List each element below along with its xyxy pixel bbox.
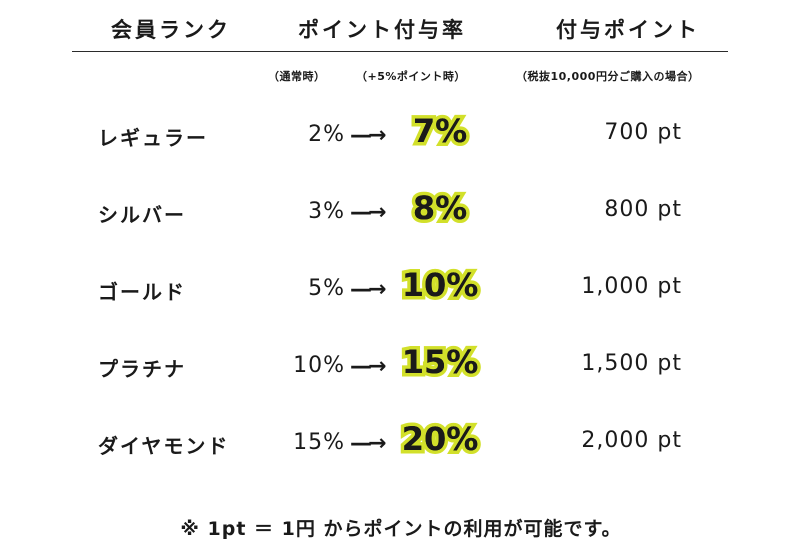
rank-row: レギュラー 2% —→ 7% 7% 700 pt	[0, 109, 802, 158]
footnote: ※ 1pt ＝ 1円 からポイントの利用が可能です。	[180, 518, 622, 540]
header-divider	[72, 51, 728, 52]
awarded-points: 1,500 pt	[581, 351, 682, 376]
boost-rate: 10%	[401, 266, 479, 304]
rank-name: シルバー	[98, 203, 186, 227]
base-rate: 10%	[293, 353, 345, 378]
boost-rate-highlight: 15%	[398, 340, 482, 385]
arrow-right-icon: —→	[350, 354, 386, 379]
arrow-right-icon: —→	[350, 200, 386, 225]
base-rate: 3%	[308, 199, 345, 224]
arrow-right-icon: —→	[350, 123, 386, 148]
rank-row: ゴールド 5% —→ 10% 10% 1,000 pt	[0, 263, 802, 312]
rank-row: プラチナ 10% —→ 15% 15% 1,500 pt	[0, 340, 802, 389]
awarded-points: 800 pt	[604, 197, 682, 222]
arrow-right-icon: —→	[350, 431, 386, 456]
arrow-right-icon: —→	[350, 277, 386, 302]
boost-rate: 20%	[401, 420, 479, 458]
rank-name: プラチナ	[98, 357, 186, 381]
boost-rate-highlight: 8%	[409, 186, 470, 231]
boost-rate: 8%	[412, 189, 468, 227]
boost-rate-highlight: 20%	[398, 417, 482, 462]
awarded-points: 2,000 pt	[581, 428, 682, 453]
subheader-bonus: （+5%ポイント時）	[356, 70, 466, 83]
rank-row: シルバー 3% —→ 8% 8% 800 pt	[0, 186, 802, 235]
boost-rate: 7%	[412, 112, 468, 150]
base-rate: 2%	[308, 122, 345, 147]
rank-name: ダイヤモンド	[98, 434, 230, 458]
subheader-points-note: （税抜10,000円分ご購入の場合）	[516, 70, 700, 83]
awarded-points: 1,000 pt	[581, 274, 682, 299]
awarded-points: 700 pt	[604, 120, 682, 145]
rank-row: ダイヤモンド 15% —→ 20% 20% 2,000 pt	[0, 417, 802, 466]
column-header-points: 付与ポイント	[556, 18, 700, 42]
boost-rate: 15%	[401, 343, 479, 381]
column-header-rank: 会員ランク	[111, 18, 231, 42]
column-header-rate: ポイント付与率	[298, 18, 466, 42]
boost-rate-highlight: 7%	[409, 109, 470, 154]
rank-name: レギュラー	[98, 126, 208, 150]
rank-name: ゴールド	[98, 280, 186, 304]
subheader-normal: （通常時）	[268, 70, 326, 83]
boost-rate-highlight: 10%	[398, 263, 482, 308]
base-rate: 15%	[293, 430, 345, 455]
base-rate: 5%	[308, 276, 345, 301]
